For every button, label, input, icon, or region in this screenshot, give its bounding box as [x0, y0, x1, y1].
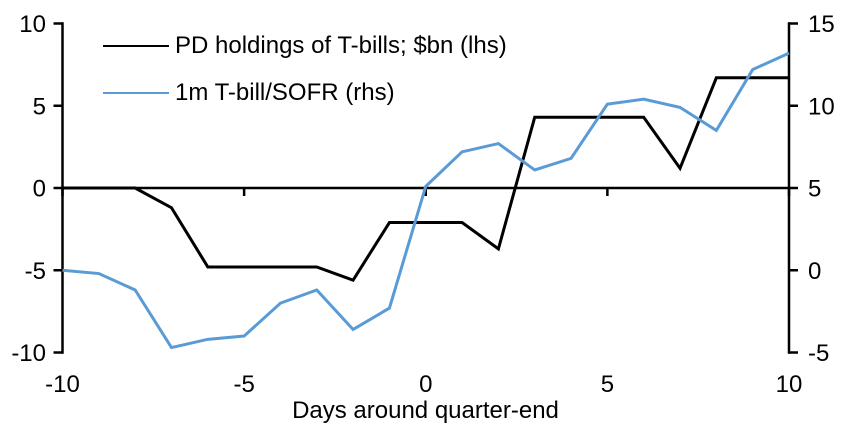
legend-item-tbill-sofr: 1m T-bill/SOFR (rhs)	[103, 79, 395, 107]
right-tick-label: 5	[808, 176, 821, 203]
x-tick-label: -5	[233, 371, 254, 398]
legend-swatch-pd-holdings	[103, 45, 169, 47]
left-tick-label: -10	[11, 340, 46, 367]
legend-swatch-tbill-sofr	[103, 92, 169, 94]
legend-label-pd-holdings: PD holdings of T-bills; $bn (lhs)	[175, 32, 507, 59]
right-tick-label: 0	[808, 258, 821, 285]
right-tick-label: 15	[808, 11, 835, 38]
left-tick-label: -5	[25, 258, 46, 285]
legend: PD holdings of T-bills; $bn (lhs) 1m T-b…	[0, 0, 852, 120]
left-tick-label: 5	[33, 93, 46, 120]
legend-item-pd-holdings: PD holdings of T-bills; $bn (lhs)	[103, 32, 507, 60]
left-tick-label: 0	[33, 176, 46, 203]
legend-label-tbill-sofr: 1m T-bill/SOFR (rhs)	[175, 79, 395, 106]
x-tick-label: -10	[45, 371, 80, 398]
x-tick-label: 5	[601, 371, 614, 398]
x-tick-label: 0	[419, 371, 432, 398]
series-line-1	[62, 51, 790, 350]
series-line-0	[62, 76, 789, 282]
x-axis-title: Days around quarter-end	[292, 397, 559, 424]
left-tick-label: 10	[19, 11, 46, 38]
right-tick-label: -5	[808, 340, 829, 367]
x-tick-label: 10	[776, 371, 803, 398]
right-tick-label: 10	[808, 93, 835, 120]
